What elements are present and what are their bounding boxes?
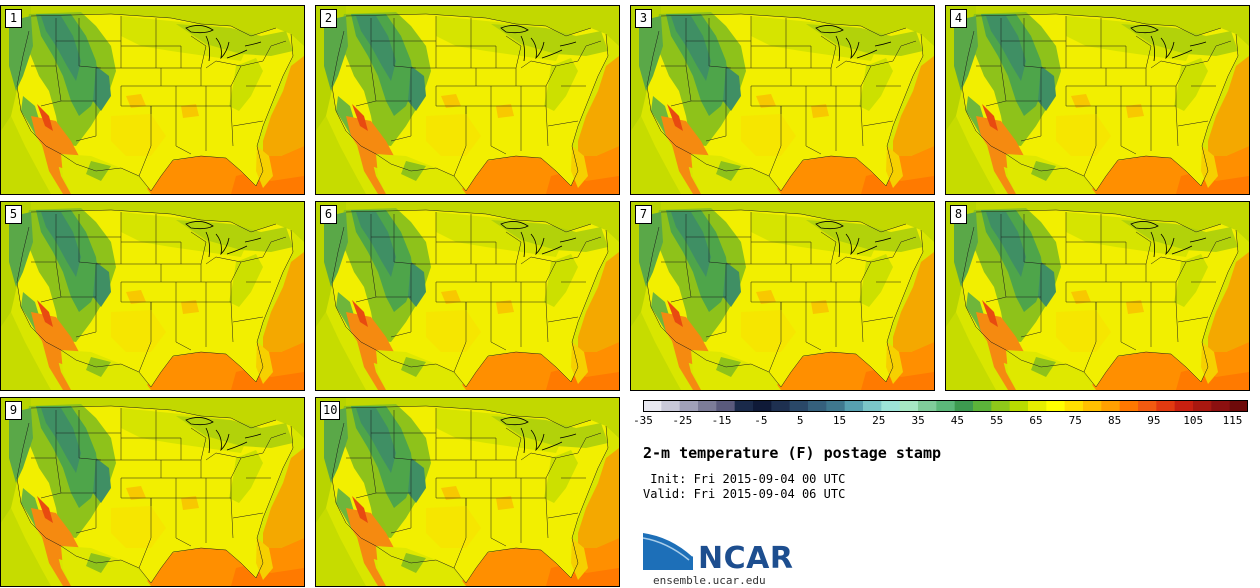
colorbar — [643, 400, 1248, 412]
colorbar-tick: -15 — [711, 414, 732, 427]
colorbar-swatch — [679, 400, 699, 412]
panel-number: 3 — [635, 9, 652, 28]
colorbar-swatch — [789, 400, 809, 412]
colorbar-swatch — [1064, 400, 1084, 412]
panel-number: 6 — [320, 205, 337, 224]
map-panel-9: 9 — [0, 397, 305, 587]
colorbar-tick: -35 — [633, 414, 653, 427]
colorbar-tick: 15 — [832, 414, 847, 427]
colorbar-tick: 5 — [796, 414, 804, 427]
colorbar-swatch — [808, 400, 827, 412]
colorbar-swatch — [753, 400, 772, 412]
figure-title: 2-m temperature (F) postage stamp — [643, 444, 942, 462]
colorbar-swatch — [826, 400, 846, 412]
colorbar-swatch — [899, 400, 919, 412]
colorbar-tick: 45 — [950, 414, 965, 427]
temperature-map — [316, 6, 619, 194]
colorbar-tick: -5 — [754, 414, 768, 427]
colorbar-swatch — [1229, 400, 1248, 412]
temperature-map — [1, 6, 304, 194]
colorbar-swatch — [1174, 400, 1194, 412]
map-panel-3: 3 — [630, 5, 935, 195]
panel-number: 4 — [950, 9, 967, 28]
temperature-map — [631, 6, 934, 194]
panel-number: 10 — [320, 401, 341, 420]
colorbar-tick: 25 — [872, 414, 886, 427]
temperature-map — [946, 202, 1249, 390]
colorbar-swatch — [1083, 400, 1102, 412]
ncar-logo-icon — [643, 531, 694, 570]
map-panel-6: 6 — [315, 201, 620, 391]
colorbar-swatch — [698, 400, 717, 412]
colorbar-swatch — [881, 400, 901, 412]
colorbar-tick: 95 — [1147, 414, 1161, 427]
colorbar-swatch — [936, 400, 956, 412]
colorbar-swatch — [918, 400, 937, 412]
map-panel-1: 1 — [0, 5, 305, 195]
colorbar-swatch — [661, 400, 681, 412]
map-panel-5: 5 — [0, 201, 305, 391]
colorbar-swatch — [1046, 400, 1066, 412]
map-panel-8: 8 — [945, 201, 1250, 391]
colorbar-swatch — [1138, 400, 1157, 412]
colorbar-swatch — [973, 400, 992, 412]
colorbar-swatch — [1156, 400, 1176, 412]
panel-number: 1 — [5, 9, 22, 28]
colorbar-swatch — [1009, 400, 1029, 412]
temperature-map — [946, 6, 1249, 194]
colorbar-swatch — [1193, 400, 1212, 412]
temperature-map — [316, 202, 619, 390]
colorbar-swatch — [1211, 400, 1231, 412]
colorbar-tick: 75 — [1068, 414, 1082, 427]
colorbar-tick: 85 — [1107, 414, 1122, 427]
colorbar-swatch — [991, 400, 1011, 412]
temperature-map — [1, 398, 304, 586]
panel-number: 7 — [635, 205, 652, 224]
colorbar-swatch — [1119, 400, 1139, 412]
colorbar-tick: 65 — [1029, 414, 1043, 427]
colorbar-tick: 35 — [911, 414, 925, 427]
colorbar-swatch — [734, 400, 754, 412]
map-panel-2: 2 — [315, 5, 620, 195]
colorbar-tick-labels: -35 -25 -15 -5 5 15 25 35 45 55 65 75 85 95 105 115 — [630, 414, 1250, 430]
colorbar-swatch — [643, 400, 662, 412]
colorbar-tick: -25 — [672, 414, 693, 427]
map-panel-4: 4 — [945, 5, 1250, 195]
init-time: Init: Fri 2015-09-04 00 UTC — [643, 472, 846, 486]
colorbar-swatch — [844, 400, 864, 412]
map-panel-10: 10 — [315, 397, 620, 587]
colorbar-tick: 55 — [990, 414, 1004, 427]
colorbar-tick: 105 — [1183, 414, 1204, 427]
temperature-map — [631, 202, 934, 390]
map-panel-7: 7 — [630, 201, 935, 391]
colorbar-swatch — [954, 400, 974, 412]
panel-number: 8 — [950, 205, 967, 224]
panel-number: 9 — [5, 401, 22, 420]
temperature-map — [1, 202, 304, 390]
colorbar-swatch — [1028, 400, 1047, 412]
website-label: ensemble.ucar.edu — [653, 574, 766, 587]
ncar-logo-text: NCAR — [698, 541, 794, 576]
colorbar-swatch — [716, 400, 736, 412]
panel-number: 5 — [5, 205, 22, 224]
temperature-map — [316, 398, 619, 586]
panel-number: 2 — [320, 9, 337, 28]
valid-time: Valid: Fri 2015-09-04 06 UTC — [643, 487, 846, 501]
colorbar-swatch — [1101, 400, 1121, 412]
colorbar-swatch — [771, 400, 791, 412]
colorbar-tick: 115 — [1222, 414, 1243, 427]
colorbar-swatch — [863, 400, 882, 412]
